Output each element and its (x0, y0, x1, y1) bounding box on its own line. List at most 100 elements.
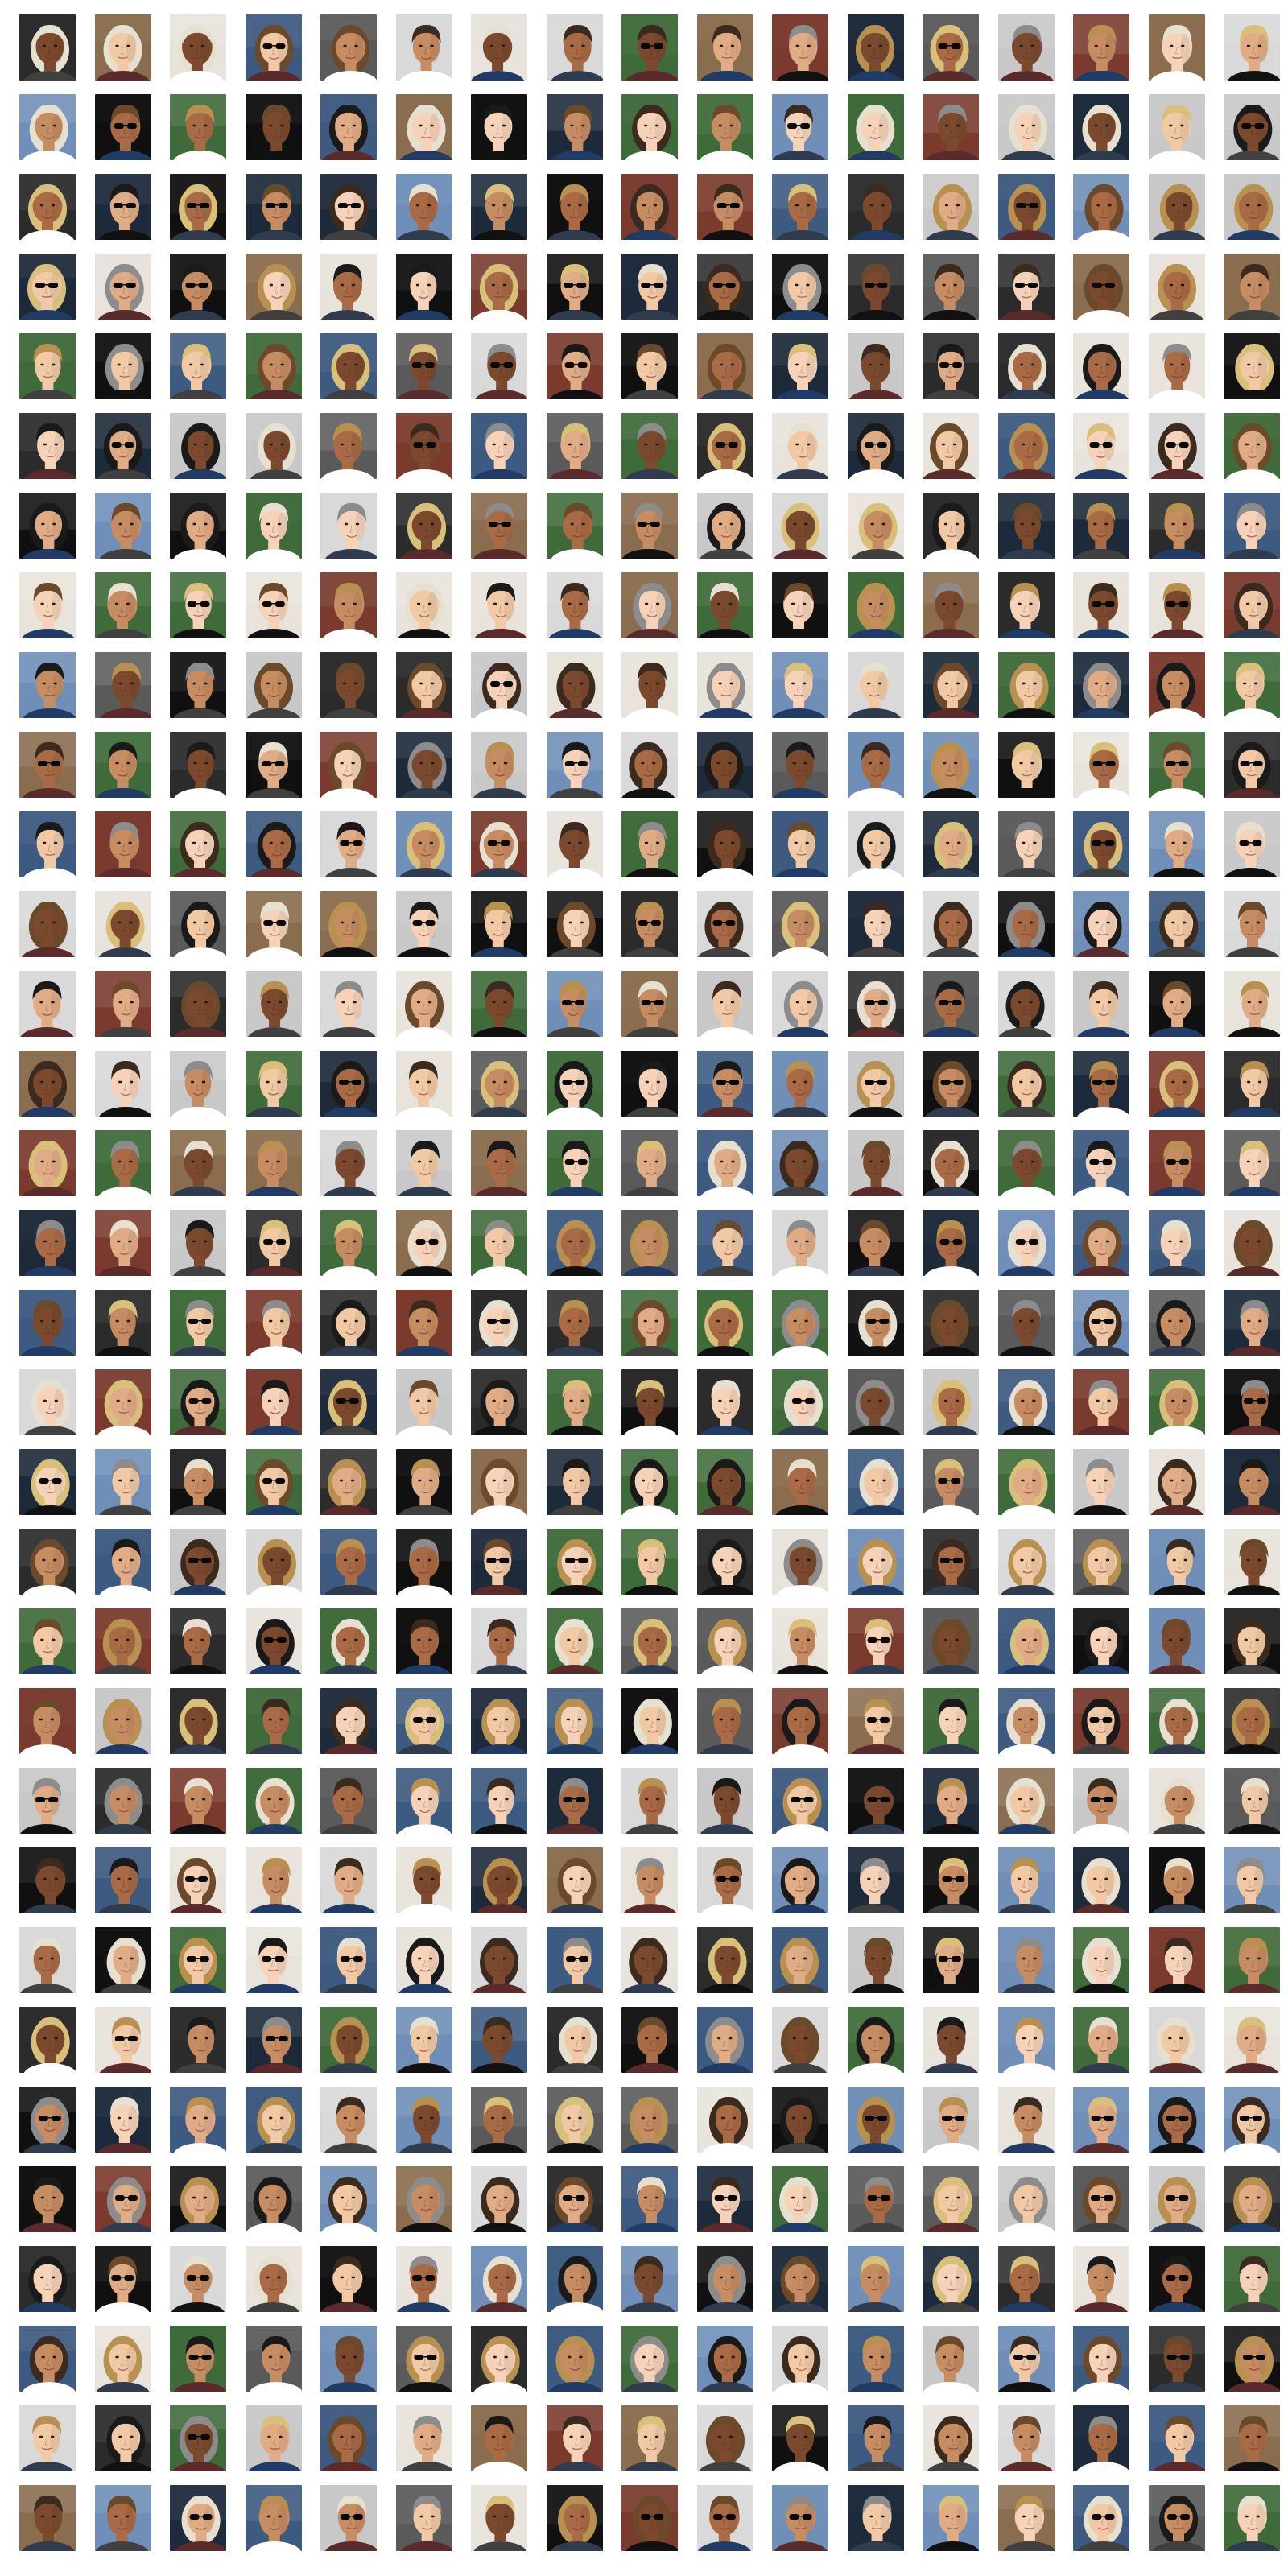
face-thumbnail (696, 572, 753, 638)
face-thumbnail (1073, 1608, 1129, 1674)
face-thumbnail (923, 732, 979, 798)
face-thumbnail (170, 1608, 226, 1674)
face-thumbnail (471, 174, 527, 240)
face-thumbnail (772, 493, 828, 559)
face-thumbnail (847, 1768, 904, 1834)
face-thumbnail (696, 652, 753, 718)
face-thumbnail (1073, 1290, 1129, 1356)
face-thumbnail (997, 2007, 1055, 2073)
face-thumbnail (395, 174, 452, 240)
face-thumbnail (320, 493, 377, 559)
face-thumbnail (696, 811, 753, 877)
face-thumbnail (320, 2405, 377, 2471)
face-thumbnail (923, 2166, 979, 2232)
face-thumbnail (245, 811, 302, 877)
face-thumbnail (546, 1449, 603, 1515)
face-thumbnail (923, 1608, 979, 1674)
face-thumbnail (19, 2166, 76, 2232)
face-thumbnail (170, 2405, 226, 2471)
face-thumbnail (621, 652, 678, 718)
face-thumbnail (320, 254, 377, 320)
face-thumbnail (923, 94, 979, 160)
face-thumbnail (997, 14, 1055, 80)
face-thumbnail (94, 2087, 151, 2153)
face-thumbnail (1224, 333, 1280, 399)
face-thumbnail (395, 811, 452, 877)
face-thumbnail (19, 1927, 76, 1993)
face-thumbnail (847, 2246, 904, 2312)
face-thumbnail (1148, 1290, 1205, 1356)
face-thumbnail (1148, 1608, 1205, 1674)
face-thumbnail (997, 94, 1055, 160)
face-thumbnail (395, 2246, 452, 2312)
face-thumbnail (395, 1130, 452, 1196)
face-thumbnail (546, 413, 603, 479)
face-thumbnail (621, 333, 678, 399)
face-thumbnail (772, 254, 828, 320)
face-thumbnail (1073, 2405, 1129, 2471)
face-thumbnail (94, 572, 151, 638)
face-thumbnail (621, 2007, 678, 2073)
face-thumbnail (471, 254, 527, 320)
face-thumbnail (1224, 1688, 1280, 1754)
face-thumbnail (1148, 2326, 1205, 2392)
face-thumbnail (772, 891, 828, 957)
face-thumbnail (94, 413, 151, 479)
face-thumbnail (471, 2087, 527, 2153)
face-thumbnail (696, 1369, 753, 1435)
face-thumbnail (1148, 2246, 1205, 2312)
face-thumbnail (621, 94, 678, 160)
face-thumbnail (696, 2007, 753, 2073)
face-thumbnail (1073, 732, 1129, 798)
face-thumbnail (1148, 971, 1205, 1037)
face-thumbnail (997, 2166, 1055, 2232)
face-thumbnail (696, 1847, 753, 1913)
face-thumbnail (395, 1608, 452, 1674)
face-thumbnail (847, 1529, 904, 1595)
face-thumbnail (1224, 1051, 1280, 1117)
face-thumbnail (923, 652, 979, 718)
face-thumbnail (471, 2166, 527, 2232)
face-thumbnail (395, 2166, 452, 2232)
face-thumbnail (94, 1130, 151, 1196)
face-thumbnail (1073, 891, 1129, 957)
face-thumbnail (1148, 413, 1205, 479)
face-thumbnail (997, 1449, 1055, 1515)
face-thumbnail (245, 732, 302, 798)
face-thumbnail (170, 2485, 226, 2551)
face-thumbnail (1148, 2485, 1205, 2551)
face-thumbnail (546, 1847, 603, 1913)
face-thumbnail (395, 2087, 452, 2153)
face-thumbnail (997, 2087, 1055, 2153)
face-thumbnail (245, 2166, 302, 2232)
face-thumbnail (621, 1927, 678, 1993)
face-thumbnail (546, 1290, 603, 1356)
face-thumbnail (1073, 2246, 1129, 2312)
face-thumbnail (1224, 2246, 1280, 2312)
face-thumbnail (320, 1290, 377, 1356)
face-thumbnail (471, 891, 527, 957)
face-thumbnail (19, 1290, 76, 1356)
face-thumbnail (772, 2007, 828, 2073)
face-thumbnail (94, 1768, 151, 1834)
face-thumbnail (696, 1051, 753, 1117)
face-thumbnail (772, 572, 828, 638)
face-thumbnail (1148, 14, 1205, 80)
face-thumbnail (471, 1768, 527, 1834)
face-thumbnail (847, 2166, 904, 2232)
face-thumbnail (1073, 14, 1129, 80)
face-thumbnail (94, 2326, 151, 2392)
face-thumbnail (997, 174, 1055, 240)
face-thumbnail (320, 2166, 377, 2232)
face-thumbnail (320, 174, 377, 240)
face-thumbnail (997, 572, 1055, 638)
face-thumbnail (1148, 1688, 1205, 1754)
face-thumbnail (997, 1768, 1055, 1834)
face-thumbnail (94, 1290, 151, 1356)
face-thumbnail (94, 2166, 151, 2232)
face-thumbnail (847, 1210, 904, 1276)
face-thumbnail (621, 413, 678, 479)
face-thumbnail (847, 811, 904, 877)
face-thumbnail (696, 891, 753, 957)
face-thumbnail (1073, 2007, 1129, 2073)
